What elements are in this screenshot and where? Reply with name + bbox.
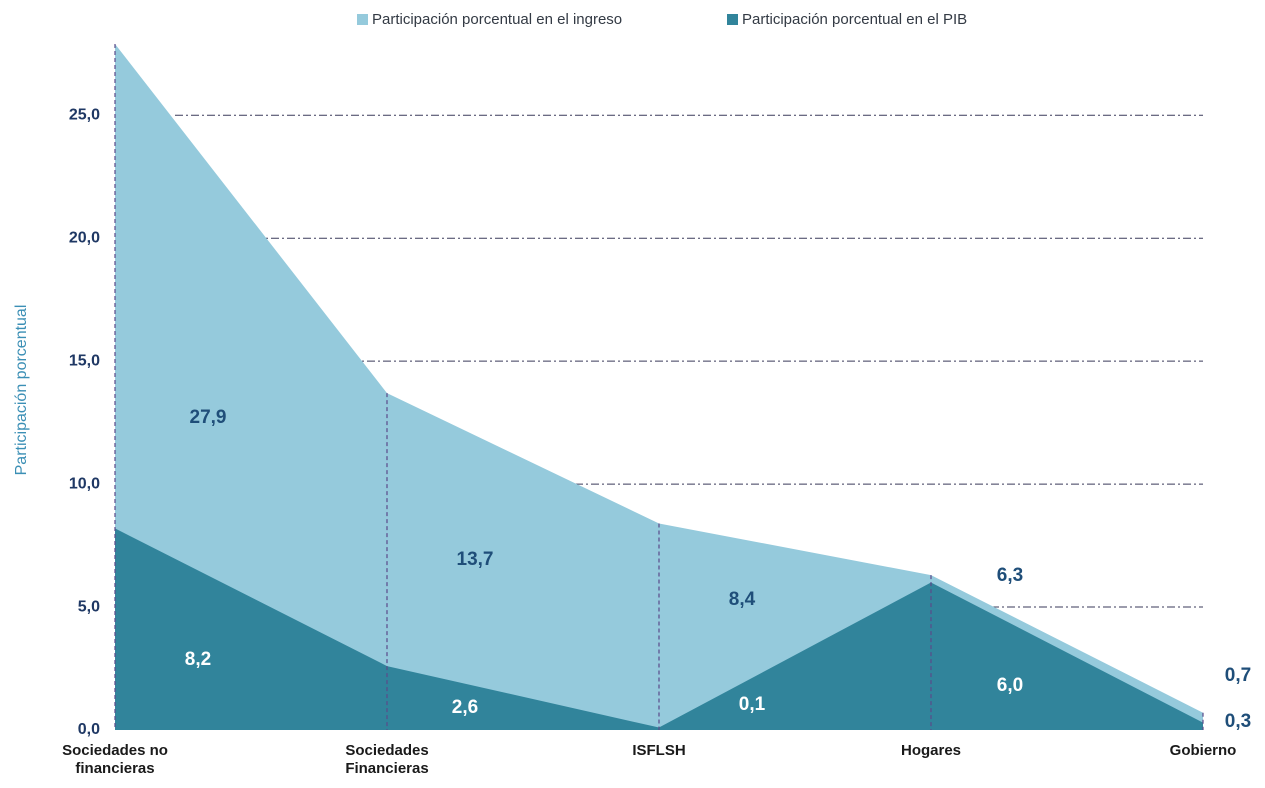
x-tick-label: Sociedades no financieras	[62, 742, 168, 777]
y-tick-label: 10,0	[69, 475, 100, 492]
data-label: 8,4	[729, 589, 756, 610]
data-label: 0,1	[739, 694, 766, 715]
legend-swatch	[727, 14, 738, 25]
data-label: 27,9	[190, 407, 227, 428]
x-tick-label: Hogares	[900, 742, 962, 759]
data-label: 0,7	[1225, 665, 1251, 686]
area	[115, 44, 1203, 730]
data-label: 6,3	[997, 565, 1023, 586]
x-tick-label: ISFLSH	[632, 742, 686, 759]
x-tick-label: Gobierno	[1169, 742, 1237, 759]
legend-label: Participación porcentual en el PIB	[742, 11, 967, 28]
data-label: 2,6	[452, 697, 478, 718]
data-label: 0,3	[1225, 711, 1251, 732]
data-label: 13,7	[457, 549, 494, 570]
y-axis-title: Participación porcentual	[13, 305, 30, 476]
y-tick-label: 25,0	[69, 107, 100, 124]
y-tick-label: 5,0	[78, 598, 100, 615]
x-tick-label: Sociedades Financieras	[345, 742, 429, 777]
data-label: 6,0	[997, 675, 1023, 696]
area	[115, 528, 1203, 730]
y-tick-label: 20,0	[69, 229, 100, 246]
y-tick-label: 15,0	[69, 352, 100, 369]
y-tick-label: 0,0	[78, 721, 100, 738]
legend-label: Participación porcentual en el ingreso	[372, 11, 622, 28]
legend-swatch	[357, 14, 368, 25]
data-label: 8,2	[185, 649, 211, 670]
